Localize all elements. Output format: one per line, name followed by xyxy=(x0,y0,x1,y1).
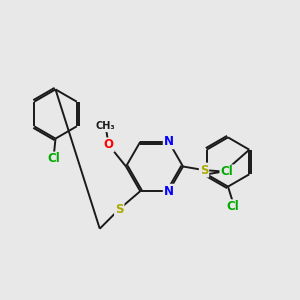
Text: Cl: Cl xyxy=(220,165,233,178)
Text: CH₃: CH₃ xyxy=(96,121,116,131)
Text: Cl: Cl xyxy=(226,200,239,213)
Text: N: N xyxy=(164,185,174,198)
Text: Cl: Cl xyxy=(48,152,60,166)
Text: O: O xyxy=(103,138,114,152)
Text: S: S xyxy=(200,164,208,177)
Text: N: N xyxy=(164,135,174,148)
Text: S: S xyxy=(115,203,124,216)
